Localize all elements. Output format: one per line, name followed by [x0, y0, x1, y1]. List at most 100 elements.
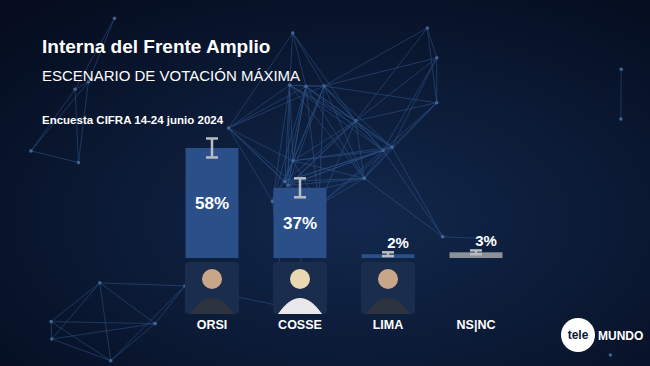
- network-line: [111, 286, 185, 361]
- network-line: [319, 86, 324, 205]
- network-line: [324, 58, 437, 86]
- network-node: [227, 126, 231, 130]
- data-label: 58%: [195, 194, 229, 213]
- data-label: 37%: [283, 214, 317, 233]
- error-bar: [294, 178, 306, 197]
- network-node: [29, 149, 33, 153]
- network-line: [306, 86, 392, 147]
- network-line: [285, 147, 392, 181]
- category-label: LIMA: [373, 318, 404, 332]
- bars: [186, 138, 503, 258]
- network-line: [285, 121, 356, 182]
- error-bar: [382, 252, 394, 256]
- subtitle: ESCENARIO DE VOTACIÓN MÁXIMA: [42, 67, 300, 84]
- chart: Interna del Frente Amplio ESCENARIO DE VO…: [0, 0, 650, 366]
- network-line: [293, 121, 356, 161]
- network-node: [435, 101, 439, 105]
- network-line: [392, 103, 437, 147]
- network-line: [364, 178, 442, 236]
- network-line: [319, 150, 383, 205]
- network-line: [31, 151, 79, 163]
- network-node: [619, 117, 623, 121]
- network-node: [426, 26, 430, 30]
- bar: [186, 148, 239, 258]
- network-node: [362, 177, 366, 181]
- labels: 58% ORSI 37% COSSE 2% LIMA 3% NS|NC: [195, 194, 497, 332]
- background: [0, 0, 650, 366]
- logo-text: tele: [568, 328, 589, 342]
- network-line: [51, 322, 53, 339]
- network-line: [427, 28, 436, 103]
- network-line: [436, 58, 437, 103]
- network-line: [356, 103, 437, 121]
- network-line: [285, 161, 293, 182]
- network-line: [293, 86, 306, 160]
- network-line: [51, 322, 111, 361]
- network-line: [290, 85, 365, 178]
- network-line: [229, 85, 290, 128]
- network-line: [427, 28, 436, 58]
- category-label: COSSE: [278, 318, 322, 332]
- data-label: 2%: [387, 234, 409, 251]
- network-node: [153, 322, 157, 326]
- error-bar: [206, 138, 218, 157]
- network-node: [73, 87, 77, 91]
- data-label: 3%: [475, 232, 497, 249]
- chart-root: Interna del Frente Amplio ESCENARIO DE VO…: [0, 0, 650, 366]
- network-line: [285, 86, 306, 181]
- network-line: [364, 103, 436, 179]
- logo-text: MUNDO: [598, 329, 643, 343]
- network-node: [98, 281, 102, 285]
- network-node: [304, 85, 308, 89]
- network-line: [364, 150, 383, 178]
- network-node: [609, 353, 613, 357]
- network-line: [290, 85, 392, 147]
- network-node: [291, 31, 295, 35]
- network-node: [441, 235, 445, 239]
- network-node: [49, 320, 53, 324]
- network-node: [50, 337, 54, 341]
- network-line: [52, 283, 100, 339]
- source: Encuesta CIFRA 14-24 junio 2024: [42, 114, 224, 126]
- network-node: [291, 159, 295, 163]
- network-line: [52, 339, 111, 361]
- network-line: [392, 147, 443, 237]
- network-line: [383, 58, 437, 151]
- network-node: [619, 67, 623, 71]
- network-node: [390, 145, 394, 149]
- network-node: [77, 161, 81, 165]
- candidate-photo: [361, 262, 415, 314]
- error-bar: [470, 250, 482, 254]
- category-label: ORSI: [197, 318, 228, 332]
- network-node: [109, 359, 113, 363]
- network-line: [383, 103, 437, 151]
- candidate-photo: [185, 262, 239, 314]
- bar: [450, 252, 503, 258]
- network-line: [356, 58, 437, 121]
- network-line: [306, 86, 324, 87]
- network-line: [52, 324, 155, 339]
- network-line: [100, 283, 155, 324]
- network-line: [155, 286, 185, 324]
- network-line: [51, 283, 100, 322]
- network-line: [229, 86, 306, 128]
- network-decoration: [29, 17, 623, 363]
- title: Interna del Frente Amplio: [42, 36, 270, 57]
- network-node: [283, 180, 287, 184]
- photos: [185, 262, 415, 314]
- network-node: [322, 84, 326, 88]
- category-label: NS|NC: [457, 318, 496, 332]
- network-line: [100, 283, 111, 361]
- network-line: [620, 69, 621, 119]
- network-line: [285, 85, 290, 181]
- network-line: [293, 147, 392, 161]
- network-node: [435, 56, 439, 60]
- network-line: [392, 58, 437, 147]
- network-line: [285, 178, 364, 181]
- network-line: [290, 85, 293, 161]
- network-line: [383, 150, 442, 236]
- bar: [274, 188, 327, 258]
- network-line: [273, 86, 306, 201]
- logo: tele MUNDO: [561, 318, 643, 352]
- network-line: [100, 283, 185, 286]
